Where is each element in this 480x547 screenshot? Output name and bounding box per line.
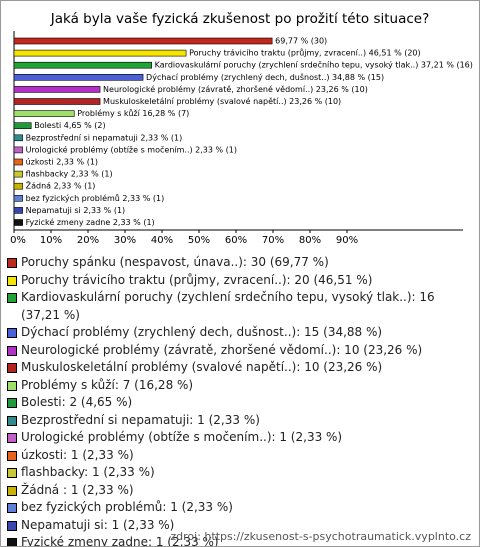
x-tick-label: 60% xyxy=(225,235,247,246)
x-tick-label: 80% xyxy=(299,235,321,246)
bar-label: Bolesti 4,65 % (2) xyxy=(34,121,105,130)
bar xyxy=(13,110,75,117)
legend-item: Dýchací problémy (zrychlený dech, dušnos… xyxy=(7,324,473,342)
bar-label: Bezprostřední si nepamatuji 2,33 % (1) xyxy=(26,133,183,142)
legend-swatch xyxy=(7,485,17,496)
bar-label: Muskuloskeletální problémy (svalové napě… xyxy=(103,96,341,106)
x-tick-label: 90% xyxy=(336,235,358,246)
legend-swatch xyxy=(7,363,17,373)
legend-swatch xyxy=(7,398,17,408)
legend-swatch xyxy=(7,538,17,546)
legend-item: Fyzické zmeny zadne: 1 (2,33 %) xyxy=(7,534,473,547)
legend-swatch xyxy=(7,450,17,461)
bar xyxy=(13,158,23,166)
legend-label: Fyzické zmeny zadne: 1 (2,33 %) xyxy=(21,535,219,547)
legend-label: Muskuloskeletální problémy (svalové napě… xyxy=(21,360,383,374)
legend-label: Kardiovaskulární poruchy (zychlení srdeč… xyxy=(21,290,435,322)
bar-label: Žádná 2,33 % (1) xyxy=(26,180,96,191)
bar-label: Kardiovaskulární poruchy (zrychlení srde… xyxy=(155,60,473,70)
legend-label: Urologické problémy (obtíže s močením..)… xyxy=(21,430,343,444)
legend-swatch xyxy=(7,380,17,391)
legend-swatch xyxy=(7,258,17,268)
bar-label: flashbacky 2,33 % (1) xyxy=(26,170,113,179)
bar xyxy=(13,74,144,81)
bar-label: Fyzické zmeny zadne 2,33 % (1) xyxy=(26,217,155,227)
legend-item: Problémy s kůží: 7 (16,28 %) xyxy=(7,377,473,395)
legend-item: Neurologické problémy (závratě, zhoršené… xyxy=(7,342,473,360)
legend-item: Bolesti: 2 (4,65 %) xyxy=(7,394,473,412)
bar-label: bez fyzických problémů 2,33 % (1) xyxy=(26,193,165,203)
bar xyxy=(13,49,187,57)
bar-label: Urologické problémy (obtíže s močením..)… xyxy=(26,144,237,154)
bar-label: Neurologické problémy (závratě, zhoršené… xyxy=(103,84,368,94)
bar-label: Poruchy trávicího traktu (průjmy, zvrace… xyxy=(189,48,421,58)
x-tick-label: 30% xyxy=(114,235,136,246)
bar xyxy=(13,207,23,214)
source: zdroj: https://zkusenost-s-psychotraumat… xyxy=(170,530,471,543)
legend-item: Kardiovaskulární poruchy (zychlení srdeč… xyxy=(7,289,473,324)
legend-item: Urologické problémy (obtíže s močením..)… xyxy=(7,429,473,447)
legend-item: Poruchy trávicího traktu (průjmy, zvrace… xyxy=(7,272,473,290)
legend-label: Nepamatuji si: 1 (2,33 %) xyxy=(21,517,175,532)
bar xyxy=(13,61,152,69)
legend-label: bez fyzických problémů: 1 (2,33 %) xyxy=(21,500,233,514)
x-tick-label: 10% xyxy=(40,235,62,246)
legend-item: Muskuloskeletální problémy (svalové napě… xyxy=(7,359,473,377)
legend-label: úzkosti: 1 (2,33 %) xyxy=(21,447,134,462)
legend-swatch xyxy=(7,468,17,478)
legend-label: Problémy s kůží: 7 (16,28 %) xyxy=(21,377,194,392)
plot: Jaká byla vaše fyzická zkušenost po prož… xyxy=(10,11,473,246)
legend: Poruchy spánku (nespavost, únava..): 30 … xyxy=(7,254,473,547)
legend-label: Neurologické problémy (závratě, zhoršené… xyxy=(21,342,423,357)
legend-swatch xyxy=(7,328,17,338)
bar xyxy=(13,182,23,190)
legend-item: flashbacky: 1 (2,33 %) xyxy=(7,464,473,482)
legend-label: Poruchy spánku (nespavost, únava..): 30 … xyxy=(21,255,329,269)
legend-label: flashbacky: 1 (2,33 %) xyxy=(21,465,155,479)
x-tick-label: 20% xyxy=(77,235,99,246)
legend-item: bez fyzických problémů: 1 (2,33 %) xyxy=(7,499,473,517)
legend-swatch xyxy=(7,415,17,426)
legend-item: úzkosti: 1 (2,33 %) xyxy=(7,447,473,465)
bar-label: 69,77 % (30) xyxy=(275,37,327,46)
bar-label: Dýchací problémy (zrychlený dech, dušnos… xyxy=(146,72,384,82)
legend-item: Bezprostřední si nepamatuji: 1 (2,33 %) xyxy=(7,412,473,430)
bar xyxy=(13,195,23,202)
bar-label: úzkosti 2,33 % (1) xyxy=(26,158,98,167)
bar xyxy=(13,122,32,129)
legend-label: Poruchy trávicího traktu (průjmy, zvrace… xyxy=(21,272,373,287)
legend-item: Nepamatuji si: 1 (2,33 %) xyxy=(7,517,473,535)
legend-item: Poruchy spánku (nespavost, únava..): 30 … xyxy=(7,254,473,272)
legend-label: Žádná : 1 (2,33 %) xyxy=(21,482,134,497)
x-tick-label: 40% xyxy=(151,235,173,246)
legend-swatch xyxy=(7,275,17,286)
legend-label: Dýchací problémy (zrychlený dech, dušnos… xyxy=(21,325,383,339)
legend-label: Bezprostřední si nepamatuji: 1 (2,33 %) xyxy=(21,412,260,427)
legend-swatch xyxy=(7,503,17,513)
legend-item: Žádná : 1 (2,33 %) xyxy=(7,482,473,500)
bar xyxy=(13,134,23,142)
bar xyxy=(13,219,23,226)
bar xyxy=(13,86,101,93)
legend-swatch xyxy=(7,433,17,443)
bar xyxy=(13,170,23,178)
bar xyxy=(13,37,273,45)
legend-swatch xyxy=(7,520,17,531)
bar xyxy=(13,98,101,105)
bar-label: Problémy s kůží 16,28 % (7) xyxy=(77,108,189,118)
x-tick-label: 50% xyxy=(188,235,210,246)
bar xyxy=(13,146,23,154)
x-tick-label: 0% xyxy=(10,235,26,246)
bar-label: Nepamatuji si 2,33 % (1) xyxy=(26,206,126,215)
legend-swatch xyxy=(7,293,17,303)
chart-title: Jaká byla vaše fyzická zkušenost po prož… xyxy=(50,11,430,27)
legend-swatch xyxy=(7,345,17,356)
legend-label: Bolesti: 2 (4,65 %) xyxy=(21,395,133,409)
x-tick-label: 70% xyxy=(262,235,284,246)
